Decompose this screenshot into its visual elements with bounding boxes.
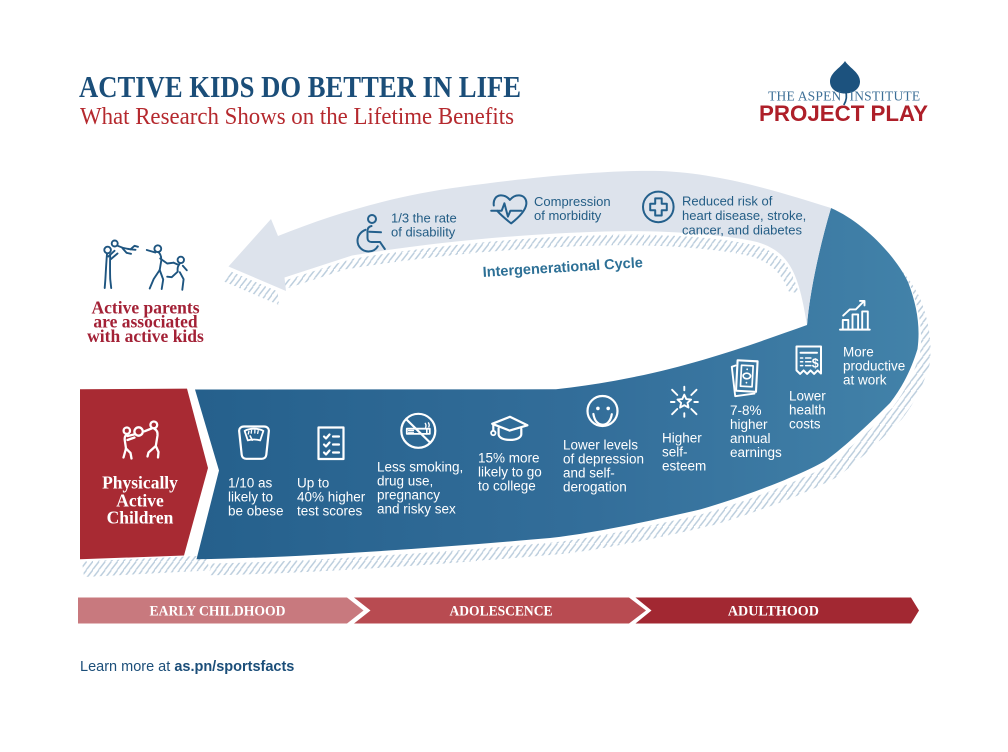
svg-text:Intergenerational Cycle: Intergenerational Cycle [482,255,643,281]
svg-text:Higher: Higher [662,431,702,446]
svg-text:likely to go: likely to go [478,465,542,480]
svg-text:test scores: test scores [297,504,363,519]
svg-text:of depression: of depression [563,452,644,467]
svg-text:and risky sex: and risky sex [377,502,456,517]
svg-text:1/10 as: 1/10 as [228,476,273,491]
svg-text:Reduced risk of: Reduced risk of [682,194,773,209]
svg-text:More: More [843,345,874,360]
svg-text:What Research Shows on the Lif: What Research Shows on the Lifetime Bene… [80,104,514,130]
svg-text:Physically: Physically [102,472,178,492]
svg-text:of morbidity: of morbidity [534,208,602,223]
svg-text:to college: to college [478,479,536,494]
svg-text:ADULTHOOD: ADULTHOOD [728,603,819,619]
svg-text:health: health [789,403,826,418]
svg-text:Learn more at as.pn/sportsfact: Learn more at as.pn/sportsfacts [80,659,294,675]
svg-text:1/3 the rate: 1/3 the rate [391,211,457,226]
svg-text:drug use,: drug use, [377,474,433,489]
svg-text:of disability: of disability [391,225,456,240]
svg-text:pregnancy: pregnancy [377,488,440,503]
svg-text:with active kids: with active kids [87,326,204,346]
svg-text:PROJECT PLAY: PROJECT PLAY [759,101,928,126]
svg-text:derogation: derogation [563,480,627,495]
svg-text:self-: self- [662,445,688,460]
svg-text:be obese: be obese [228,504,284,519]
svg-text:likely to: likely to [228,490,273,505]
svg-text:THE ASPEN: THE ASPEN [768,89,841,104]
svg-text:at work: at work [843,373,887,388]
svg-text:higher: higher [730,417,768,432]
svg-text:Compression: Compression [534,194,611,209]
svg-text:cancer, and diabetes: cancer, and diabetes [682,223,802,238]
svg-text:annual: annual [730,431,771,446]
svg-text:and self-: and self- [563,466,615,481]
svg-text:esteem: esteem [662,459,706,474]
svg-text:heart disease, stroke,: heart disease, stroke, [682,208,806,223]
svg-text:Lower levels: Lower levels [563,438,638,453]
svg-text:40% higher: 40% higher [297,490,366,505]
svg-text:earnings: earnings [730,445,782,460]
svg-text:ADOLESCENCE: ADOLESCENCE [450,603,553,619]
svg-text:$: $ [812,356,819,370]
svg-text:15% more: 15% more [478,451,540,466]
svg-text:ACTIVE KIDS DO BETTER IN LIFE: ACTIVE KIDS DO BETTER IN LIFE [79,69,521,104]
svg-text:Up to: Up to [297,476,329,491]
svg-text:INSTITUTE: INSTITUTE [850,89,921,104]
svg-text:Less smoking,: Less smoking, [377,460,463,475]
svg-text:7-8%: 7-8% [730,403,762,418]
svg-text:are associated: are associated [93,312,197,332]
svg-text:Lower: Lower [789,389,826,404]
svg-text:productive: productive [843,359,905,374]
svg-text:Children: Children [107,508,174,528]
svg-text:costs: costs [789,417,821,432]
svg-text:EARLY CHILDHOOD: EARLY CHILDHOOD [150,603,286,619]
svg-text:Active parents: Active parents [91,298,199,318]
svg-text:Active: Active [116,490,164,510]
